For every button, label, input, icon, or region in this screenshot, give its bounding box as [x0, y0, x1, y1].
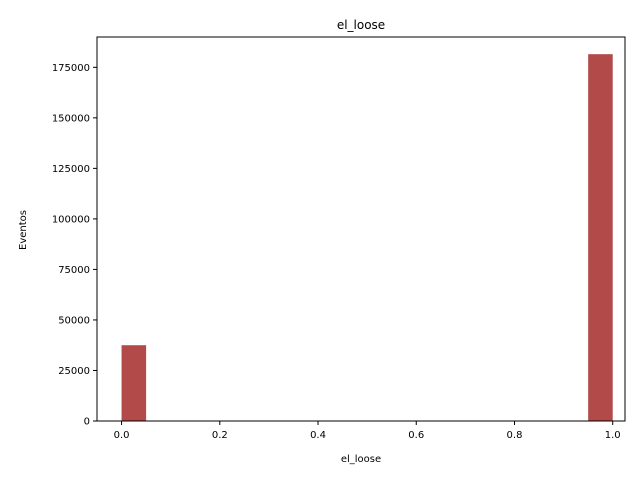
y-axis-label: Eventos	[18, 210, 29, 250]
x-tick-label: 0.6	[408, 430, 424, 441]
histogram-bar-0	[121, 345, 147, 421]
histogram-bar-1	[588, 54, 613, 421]
y-tick-label: 50000	[58, 315, 90, 326]
y-tick-label: 125000	[52, 164, 90, 175]
x-tick-label: 0.2	[212, 430, 228, 441]
bars-group	[121, 54, 613, 421]
x-tick-label: 0.4	[310, 430, 326, 441]
x-ticks-group: 0.0 0.2 0.4 0.6 0.8 1.0	[114, 421, 621, 441]
x-axis-label: el_loose	[341, 454, 381, 465]
y-tick-label: 0	[84, 417, 90, 428]
x-tick-label: 0.0	[114, 430, 130, 441]
x-tick-label: 0.8	[507, 430, 523, 441]
chart-title: el_loose	[337, 18, 385, 32]
y-ticks-group: 0 25000 50000 75000 100000 125000 150000 175000	[52, 63, 97, 428]
y-tick-label: 150000	[52, 113, 90, 124]
plot-frame	[96, 36, 626, 422]
y-tick-label: 75000	[58, 265, 90, 276]
y-tick-label: 175000	[52, 63, 90, 74]
y-tick-label: 100000	[52, 214, 90, 225]
x-tick-label: 1.0	[605, 430, 621, 441]
y-tick-label: 25000	[58, 366, 90, 377]
